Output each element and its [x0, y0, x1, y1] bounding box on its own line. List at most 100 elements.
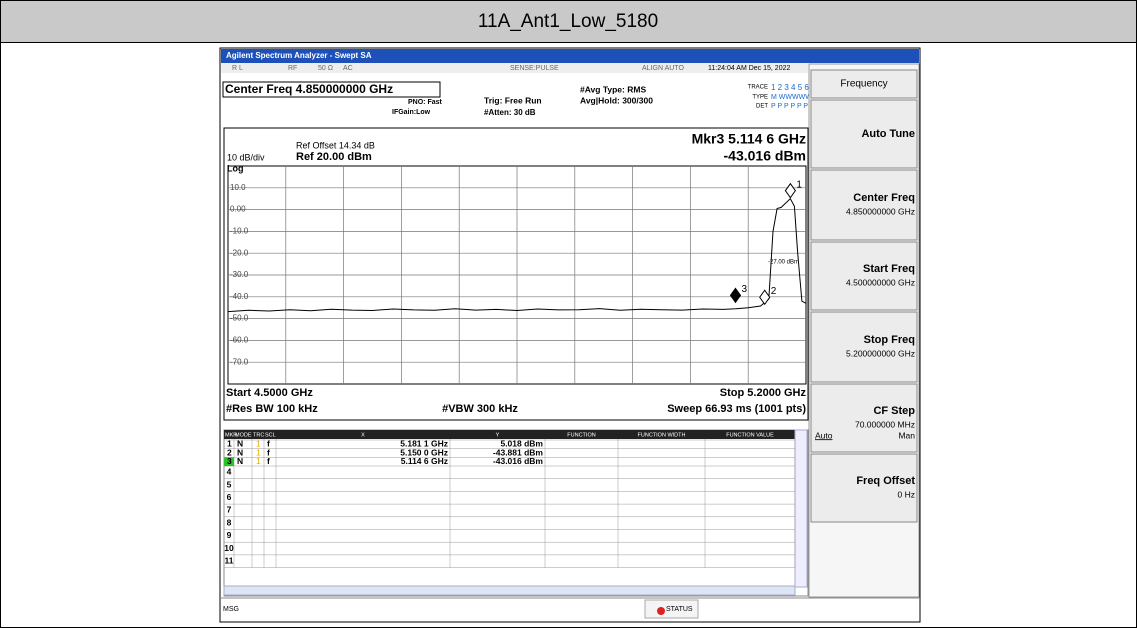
y-tick-label: -50.0	[230, 314, 249, 323]
y-tick-label: -10.0	[230, 227, 249, 236]
scale: 10 dB/div	[227, 152, 265, 162]
cell: 3	[227, 456, 232, 466]
marker-label: 3	[741, 284, 747, 295]
softkey-label: Center Freq	[853, 192, 915, 204]
trace-nums: 1 2 3 4 5 6	[771, 83, 809, 92]
det-label: DET	[756, 104, 768, 110]
cell: f	[267, 447, 270, 457]
active-marker-cell	[224, 457, 234, 467]
stop: Stop 5.2000 GHz	[720, 387, 807, 399]
page-title: 11A_Ant1_Low_5180	[478, 11, 658, 32]
softkey[interactable]	[810, 99, 918, 169]
marker	[784, 182, 797, 199]
trace-label: TRACE	[748, 85, 768, 91]
softkey-label: Stop Freq	[864, 334, 915, 346]
marker-amp: -43.016 dBm	[724, 148, 806, 164]
cell: 8	[227, 517, 232, 527]
softkey[interactable]	[810, 169, 918, 241]
h-scrollbar[interactable]	[223, 585, 796, 596]
status-imp: 50 Ω	[318, 65, 333, 72]
window-titlebar	[221, 49, 919, 63]
grid: 10.0 0.00 -10.0 -20.0 -30.0 -40.0 -50.0 -60.0 -7…	[228, 166, 806, 384]
display	[223, 127, 809, 421]
cell: 9	[227, 530, 232, 540]
status-icon	[657, 607, 665, 615]
softkey-value: 4.850000000 GHz	[846, 206, 915, 216]
cell: 11	[225, 556, 234, 566]
cell: 5	[227, 479, 232, 489]
msg: MSG	[223, 606, 239, 613]
vbw: #VBW 300 kHz	[442, 403, 518, 415]
softkey-label: Auto Tune	[861, 128, 915, 140]
cell: 5.181 1 GHz	[400, 439, 448, 449]
y-tick-label: -30.0	[230, 270, 249, 279]
cell: 5.114 6 GHz	[401, 456, 448, 466]
cell: 4	[227, 467, 232, 477]
type-val: M WWWWW	[771, 94, 812, 101]
marker-table	[223, 429, 809, 597]
avg-type: #Avg Type: RMS	[580, 84, 646, 94]
title-band	[0, 0, 1137, 43]
cell: 1	[256, 439, 261, 449]
softkey-label: Start Freq	[863, 263, 915, 275]
cell: 1	[227, 439, 232, 449]
softkey-value: 5.200000000 GHz	[846, 348, 915, 358]
cell: -43.016 dBm	[493, 456, 544, 466]
cell: N	[237, 439, 243, 449]
marker	[729, 287, 742, 304]
softkey-value: 70.000000 MHz	[855, 419, 915, 429]
window-title: Agilent Spectrum Analyzer - Swept SA	[226, 51, 372, 60]
marker-label: 1	[796, 179, 802, 190]
softkey[interactable]	[810, 311, 918, 383]
type-label: TYPE	[752, 95, 768, 101]
v-scrollbar[interactable]	[794, 429, 808, 588]
y-tick-label: -60.0	[230, 336, 249, 345]
column-header: SCL	[265, 432, 276, 438]
softkey-label: CF Step	[873, 405, 915, 417]
column-header: FUNCTION	[567, 432, 595, 438]
avg-hold: Avg|Hold: 300/300	[580, 95, 653, 105]
threshold-label: -27.00 dBm	[768, 260, 799, 266]
y-tick-label: -20.0	[230, 248, 249, 257]
y-tick-label: -40.0	[230, 292, 249, 301]
softkey[interactable]	[810, 453, 918, 523]
status-datetime: 11:24:04 AM Dec 15, 2022	[708, 65, 790, 72]
marker-freq: Mkr3 5.114 6 GHz	[692, 131, 806, 147]
status-rl: R L	[232, 65, 243, 72]
menu-title	[810, 69, 918, 99]
trig: Trig: Free Run	[484, 95, 542, 105]
column-header: Y	[496, 432, 500, 438]
softkey-value: 4.500000000 GHz	[846, 277, 915, 287]
trace	[227, 197, 807, 313]
start: Start 4.5000 GHz	[226, 387, 313, 399]
atten: #Atten: 30 dB	[484, 108, 536, 117]
y-tick-label: 0.00	[230, 205, 246, 214]
y-tick-label: -70.0	[230, 357, 249, 366]
column-header: FUNCTION WIDTH	[638, 432, 686, 438]
rbw: #Res BW 100 kHz	[226, 403, 318, 415]
column-header: X	[361, 432, 365, 438]
column-header: MKR	[225, 432, 237, 438]
pno: PNO: Fast	[408, 99, 443, 106]
softkey[interactable]	[810, 383, 918, 453]
ifgain: IFGain:Low	[392, 109, 431, 116]
softkeys: Frequency Auto Tune Center Freq 4.850000000…	[808, 63, 920, 598]
cell: 5.150 0 GHz	[400, 447, 448, 457]
ref-offset: Ref Offset 14.34 dB	[296, 140, 375, 150]
status-line	[221, 63, 808, 73]
cell: -43.881 dBm	[493, 447, 544, 457]
softkey[interactable]	[810, 241, 918, 311]
status-align: ALIGN AUTO	[642, 65, 684, 72]
marker-label: 2	[771, 286, 777, 297]
cell: f	[267, 456, 270, 466]
sweep: Sweep 66.93 ms (1001 pts)	[667, 403, 806, 415]
status-sense: SENSE:PULSE	[510, 65, 559, 72]
status-coupling: AC	[343, 65, 353, 72]
y-tick-label: 10.0	[230, 183, 246, 192]
cell: 1	[256, 447, 261, 457]
status-rf: RF	[288, 65, 297, 72]
cell: 1	[256, 456, 261, 466]
center-freq: Center Freq 4.850000000 GHz	[225, 82, 393, 96]
cell: 6	[227, 492, 232, 502]
